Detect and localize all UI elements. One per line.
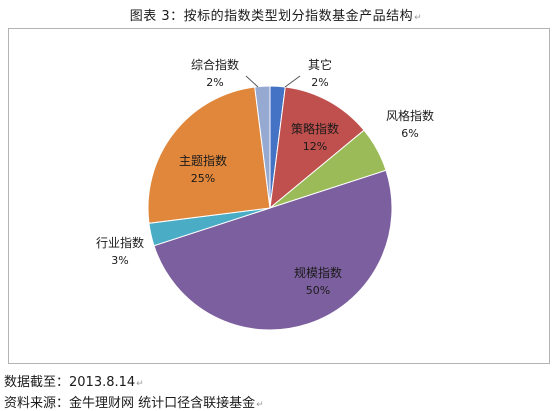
slice-label-theme: 主题指数 25% (179, 153, 227, 187)
leader-line-other (284, 75, 301, 88)
slice-percent: 2% (311, 76, 329, 89)
paragraph-mark-icon: ↵ (256, 400, 264, 410)
slice-percent: 25% (190, 172, 216, 185)
source-note: 资料来源：金牛理财网 统计口径含联接基金↵ (4, 392, 264, 411)
slice-name: 其它 (307, 58, 333, 72)
leader-line-composite (245, 75, 259, 88)
slice-name: 风格指数 (385, 109, 435, 123)
chart-title-text: 图表 3：按标的指数类型划分指数基金产品结构 (129, 9, 414, 24)
slice-percent: 12% (302, 140, 328, 153)
slice-name: 规模指数 (293, 266, 343, 280)
slice-name: 综合指数 (190, 58, 240, 72)
slice-label-strategy: 策略指数 12% (291, 121, 339, 155)
pie-slice-strategy (269, 86, 365, 210)
source-text: 资料来源：金牛理财网 统计口径含联接基金 (4, 396, 256, 411)
slice-percent: 6% (401, 127, 419, 140)
pie-slice-size (153, 169, 393, 331)
slice-label-industry: 行业指数 3% (96, 235, 144, 269)
data-date-note: 数据截至：2013.8.14↵ (4, 371, 144, 390)
slice-name: 策略指数 (290, 122, 340, 136)
slice-label-size: 规模指数 50% (294, 265, 342, 299)
slice-name: 主题指数 (178, 154, 228, 168)
slice-label-style: 风格指数 6% (386, 108, 434, 142)
pie-slice-composite (254, 85, 271, 209)
data-date-text: 数据截至：2013.8.14 (4, 375, 136, 390)
slice-name: 行业指数 (95, 236, 145, 250)
slice-label-composite: 综合指数 2% (191, 57, 239, 91)
slice-label-other: 其它 2% (308, 57, 332, 91)
pie-slice-theme (147, 86, 271, 224)
chart-title: 图表 3：按标的指数类型划分指数基金产品结构↵ (0, 5, 552, 24)
slice-percent: 2% (206, 76, 224, 89)
chart-area (8, 28, 550, 364)
paragraph-mark-icon: ↵ (136, 379, 144, 389)
slice-percent: 3% (111, 254, 129, 267)
paragraph-mark-icon: ↵ (414, 13, 423, 23)
slice-percent: 50% (305, 284, 331, 297)
